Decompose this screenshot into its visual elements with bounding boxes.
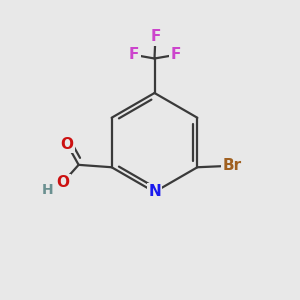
Text: N: N: [148, 184, 161, 200]
Text: O: O: [61, 137, 74, 152]
Text: F: F: [170, 47, 181, 62]
Text: F: F: [129, 47, 139, 62]
Text: O: O: [56, 175, 70, 190]
Text: Br: Br: [222, 158, 242, 173]
Text: F: F: [150, 29, 161, 44]
Text: H: H: [42, 183, 54, 197]
